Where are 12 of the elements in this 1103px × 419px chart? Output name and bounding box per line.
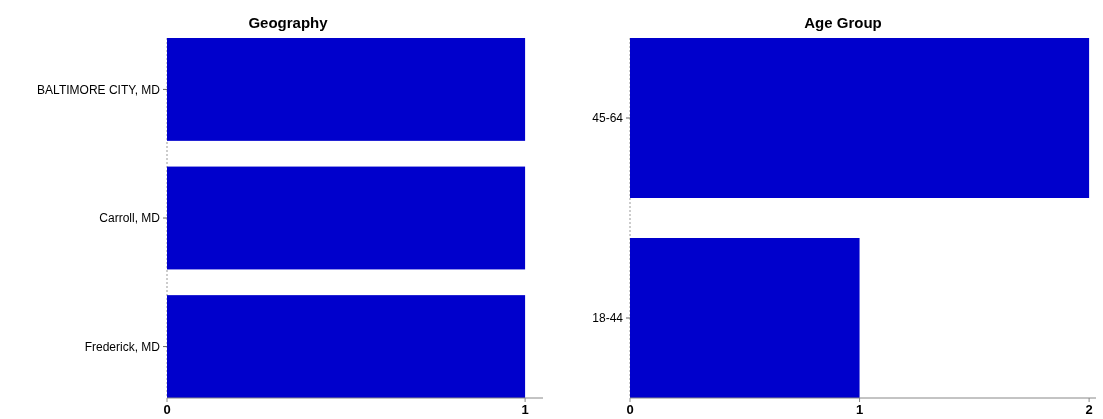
x-tick-label: 0	[626, 402, 634, 417]
y-tick-label: BALTIMORE CITY, MD	[37, 82, 161, 97]
x-tick-label: 0	[163, 402, 171, 417]
chart-title: Age Group	[804, 14, 882, 31]
chart-title: Geography	[248, 14, 329, 31]
y-tick-label: 18-44	[592, 311, 624, 326]
x-tick-label: 1	[855, 402, 864, 417]
y-tick-label: Frederick, MD	[84, 339, 161, 354]
x-tick-label: 1	[521, 402, 529, 417]
x-tick-label: 2	[1085, 402, 1093, 417]
y-tick-label: 45-64	[592, 111, 624, 126]
y-tick-label: Carroll, MD	[99, 211, 161, 226]
